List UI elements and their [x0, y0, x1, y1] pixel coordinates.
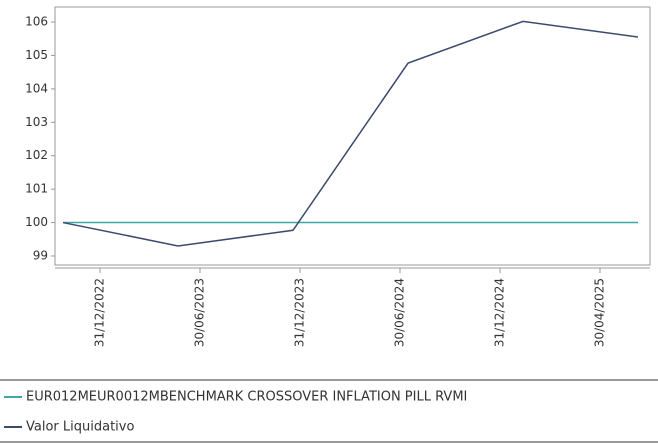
- x-tick-label: 31/12/2023: [293, 278, 307, 347]
- x-tick-label: 30/04/2025: [593, 278, 607, 347]
- y-tick-label: 102: [25, 148, 48, 162]
- y-tick-label: 101: [25, 182, 48, 196]
- y-tick-label: 99: [33, 248, 48, 262]
- x-tick-label: 31/12/2022: [93, 278, 107, 347]
- y-tick-label: 106: [25, 15, 48, 29]
- series-line: [62, 20, 639, 247]
- y-tick-label: 100: [25, 215, 48, 229]
- y-tick-label: 103: [25, 115, 48, 129]
- legend-label: Valor Liquidativo: [26, 420, 134, 435]
- x-tick-label: 30/06/2023: [193, 278, 207, 347]
- y-tick-label: 105: [25, 48, 48, 62]
- x-tick-label: 31/12/2024: [493, 278, 507, 347]
- y-tick-label: 104: [25, 81, 48, 95]
- legend-label: EUR012MEUR0012MBENCHMARK CROSSOVER INFLA…: [26, 390, 467, 405]
- plot-frame: [54, 6, 651, 266]
- x-tick-label: 30/06/2024: [393, 278, 407, 347]
